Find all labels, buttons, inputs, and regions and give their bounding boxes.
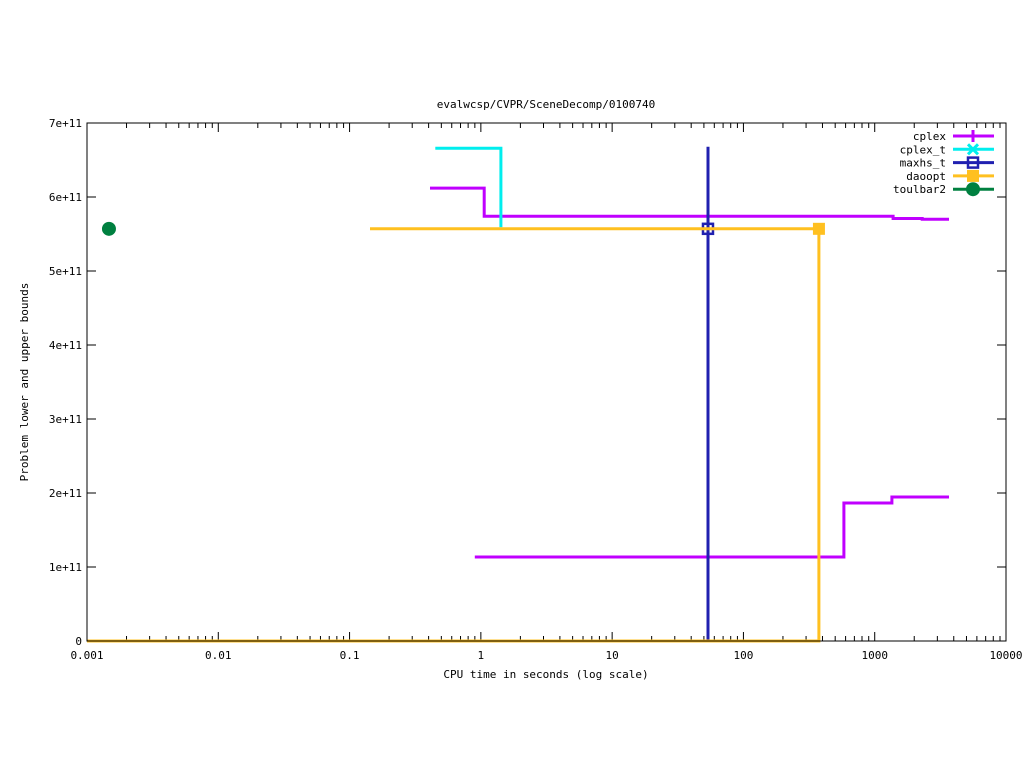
series-cplex_t: [435, 146, 503, 228]
legend-marker-cplex_t: [966, 143, 980, 156]
x-tick-label: 0.1: [340, 649, 360, 662]
x-tick-label: 0.01: [205, 649, 232, 662]
legend-label: daoopt: [906, 170, 946, 183]
y-tick-label: 0: [75, 635, 82, 648]
x-tick-label: 10000: [989, 649, 1022, 662]
series-toulbar2: [101, 221, 116, 236]
y-tick-label: 2e+11: [49, 487, 82, 500]
legend-label: toulbar2: [893, 183, 946, 196]
legend-marker-cplex: [967, 130, 979, 142]
y-axis-label: Problem lower and upper bounds: [18, 283, 31, 482]
series-cplex: [430, 186, 949, 559]
x-tick-label: 1: [478, 649, 485, 662]
series-line-cplex: [430, 186, 949, 221]
series-line-cplex: [474, 495, 949, 559]
legend-label: cplex_t: [900, 143, 946, 156]
legend-label: cplex: [913, 130, 946, 143]
y-tick-label: 6e+11: [49, 191, 82, 204]
x-tick-label: 10: [606, 649, 619, 662]
legend-marker-daoopt: [967, 169, 979, 182]
legend-label: maxhs_t: [900, 157, 946, 170]
y-tick-label: 1e+11: [49, 561, 82, 574]
axis-ticks: 0.001 0.01 0.1 1 10 100 1000 10000 0 1e+11 2e+11 3e…: [49, 117, 1023, 662]
data-point-daoopt: [812, 222, 825, 235]
legend-marker-maxhs_t: [966, 156, 980, 169]
legend-marker-toulbar2: [966, 182, 980, 197]
data-point-toulbar2: [101, 221, 116, 236]
chart-title: evalwcsp/CVPR/SceneDecomp/0100740: [437, 98, 656, 111]
series-line-cplex_t: [435, 146, 503, 228]
x-tick-label: 0.001: [70, 649, 103, 662]
series-maxhs_t: [701, 146, 715, 641]
x-tick-label: 1000: [861, 649, 888, 662]
y-tick-label: 7e+11: [49, 117, 82, 130]
x-tick-label: 100: [733, 649, 753, 662]
y-tick-label: 5e+11: [49, 265, 82, 278]
y-tick-label: 4e+11: [49, 339, 82, 352]
plot-area: [87, 146, 949, 643]
plot-border: [86, 122, 1007, 642]
series-daoopt: [87, 222, 825, 643]
x-axis-label: CPU time in seconds (log scale): [443, 668, 648, 681]
y-tick-label: 3e+11: [49, 413, 82, 426]
